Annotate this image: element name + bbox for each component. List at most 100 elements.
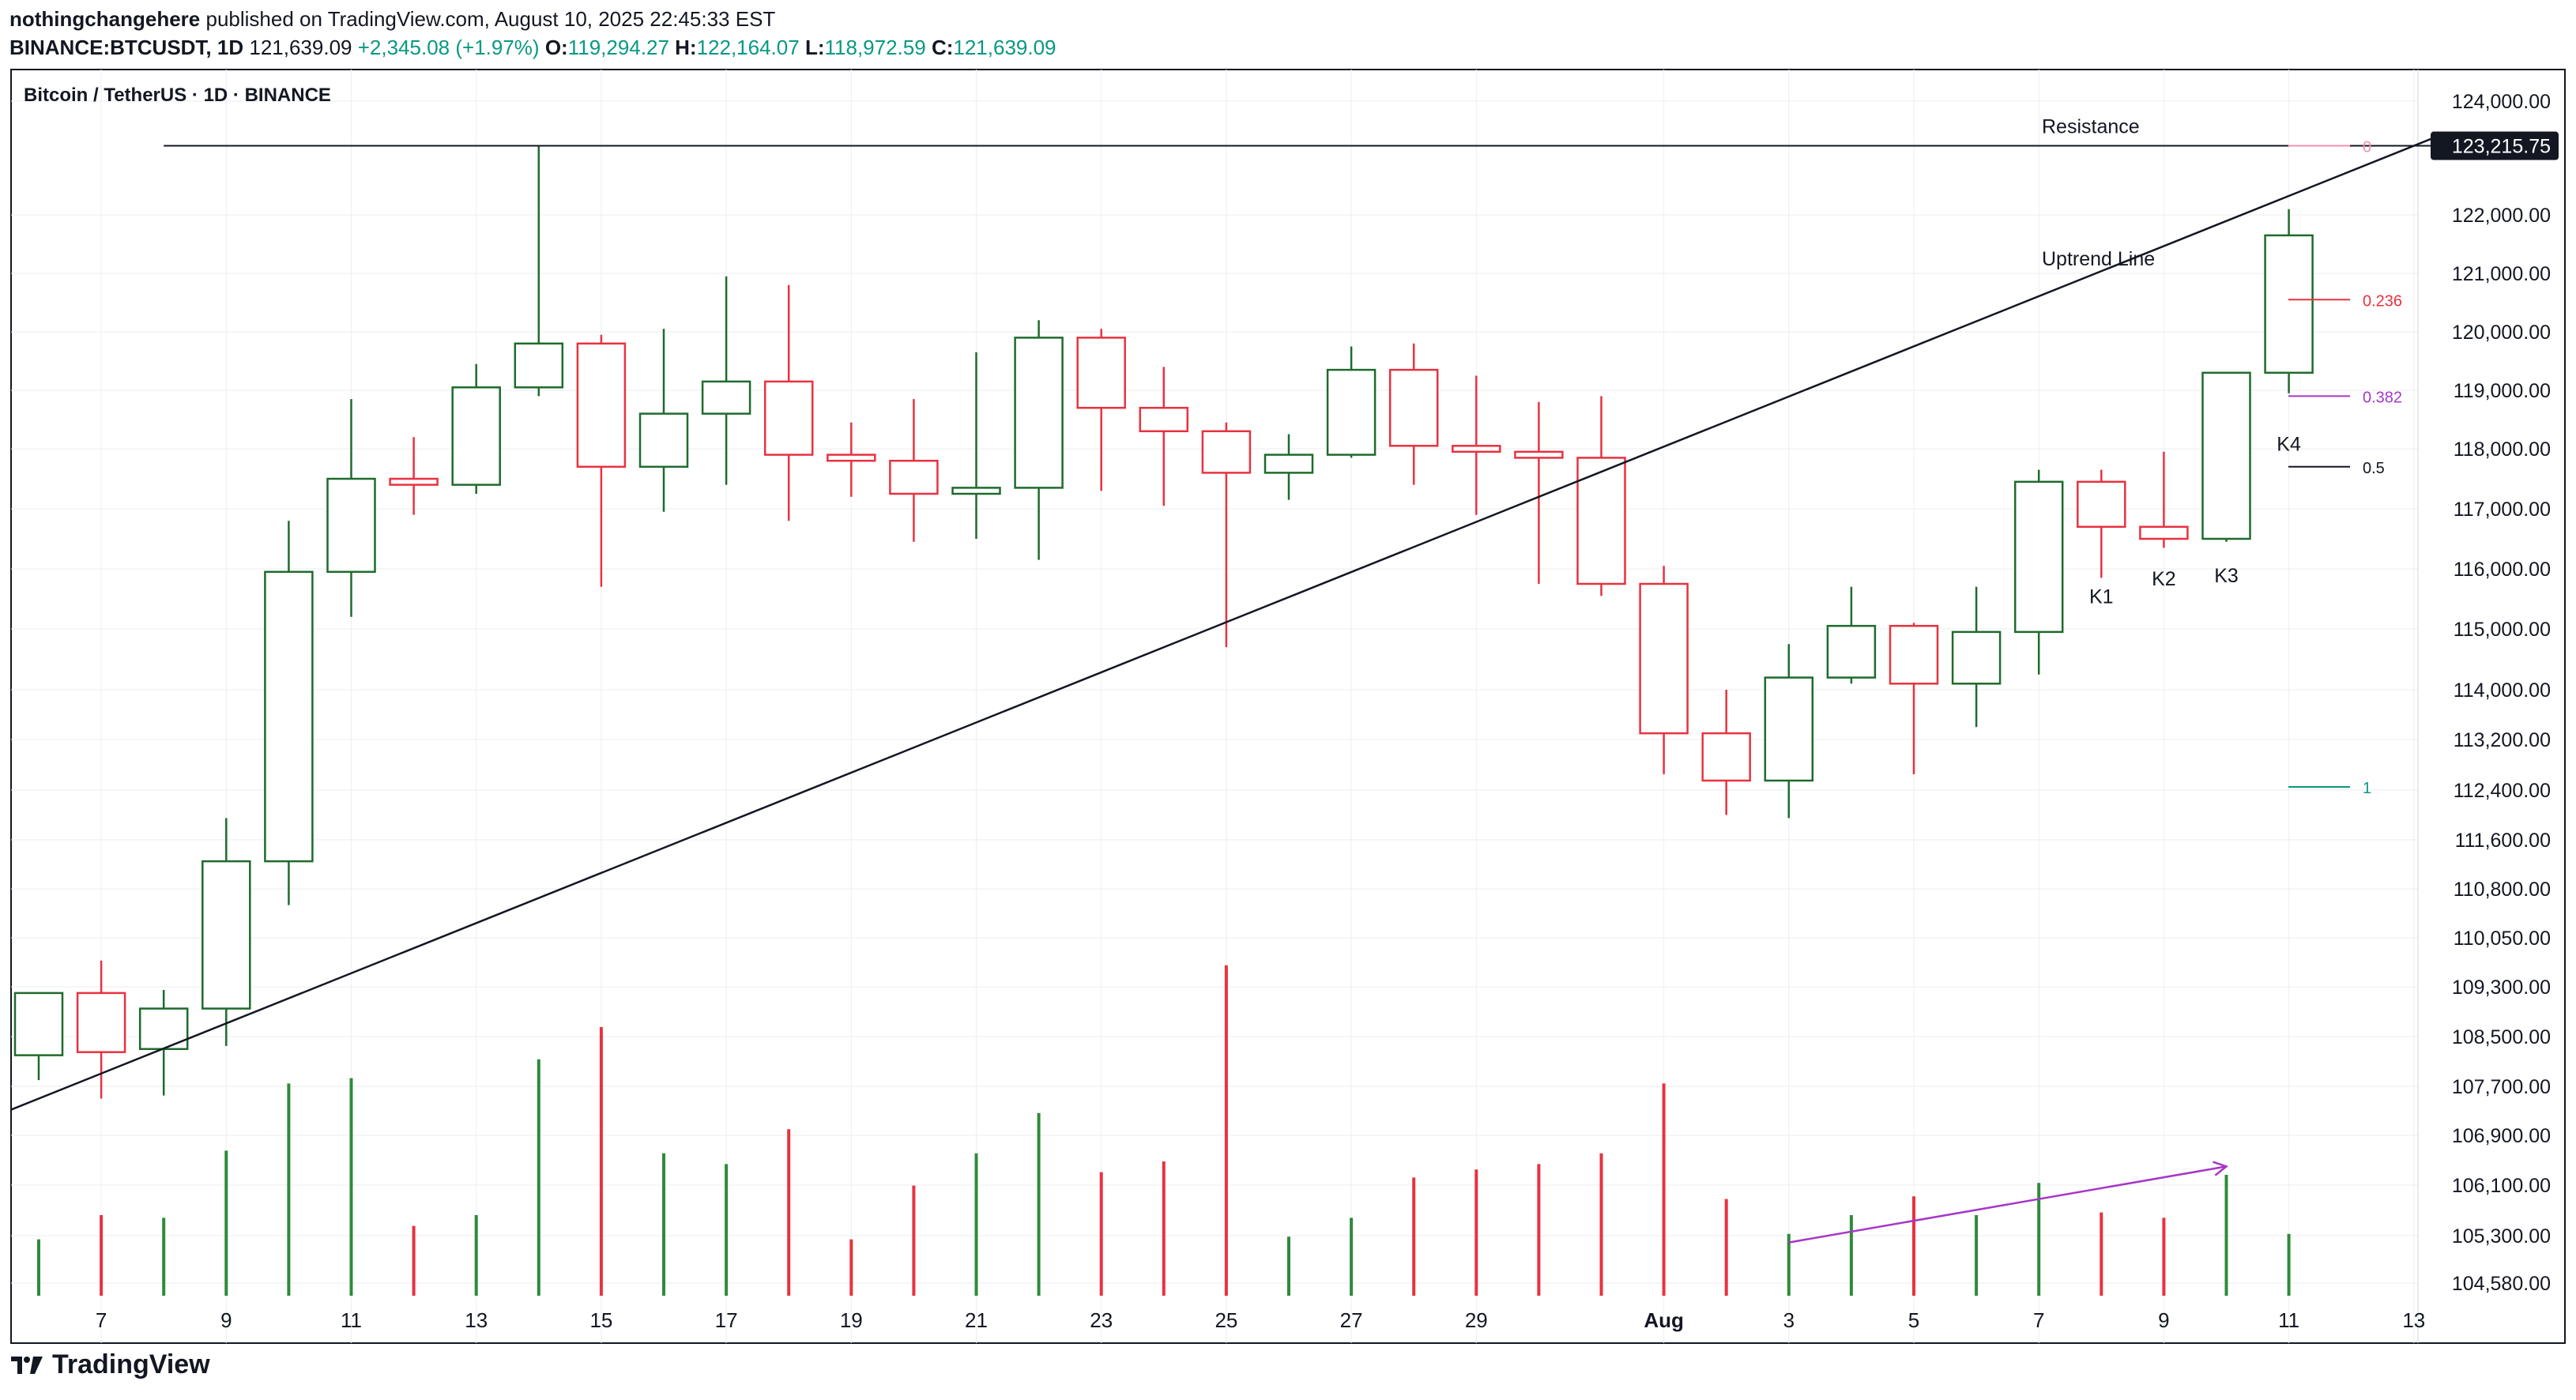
price-tick-label: 104,580.00 bbox=[2452, 1273, 2551, 1295]
price-tick-label: 111,600.00 bbox=[2455, 830, 2551, 852]
uptrend-label: Uptrend Line bbox=[2042, 248, 2155, 270]
fib-level-label: 0.5 bbox=[2363, 460, 2385, 477]
fib-level-label: 0.382 bbox=[2363, 389, 2402, 406]
price-tick-label: 113,200.00 bbox=[2454, 729, 2551, 751]
chart-header: nothingchangehere published on TradingVi… bbox=[9, 5, 2538, 62]
author-name[interactable]: nothingchangehere bbox=[9, 7, 201, 31]
candle-body bbox=[2077, 480, 2126, 529]
candle-body bbox=[1764, 676, 1814, 782]
price-tick-label: 110,800.00 bbox=[2454, 879, 2551, 901]
time-tick-label: 11 bbox=[341, 1308, 362, 1332]
candle-body bbox=[1014, 337, 1064, 489]
candle-body bbox=[951, 487, 1001, 495]
symbol-label: BINANCE:BTCUSDT, 1D bbox=[9, 36, 244, 59]
time-tick-label: 3 bbox=[1783, 1308, 1795, 1332]
time-tick-label: 27 bbox=[1340, 1308, 1363, 1332]
candle-body bbox=[1201, 430, 1252, 474]
chart-frame bbox=[10, 69, 2566, 1344]
candle-body bbox=[201, 860, 251, 1010]
candle-body bbox=[638, 412, 689, 469]
time-tick-label: 19 bbox=[840, 1308, 863, 1332]
price-tick-label: 124,000.00 bbox=[2452, 91, 2551, 113]
time-tick-label: 15 bbox=[589, 1308, 612, 1332]
current-price-label: 123,215.75 bbox=[2452, 136, 2551, 158]
k-label: K2 bbox=[2152, 568, 2176, 590]
candle-body bbox=[1701, 732, 1751, 782]
candle-body bbox=[1264, 453, 1314, 474]
price-tick-label: 122,000.00 bbox=[2452, 205, 2551, 227]
time-axis[interactable]: 7 9 11 13 15 17 19 21 23 25 27 29 Aug 3 5 7 9 11 13 bbox=[96, 1308, 2425, 1332]
candle-body bbox=[389, 477, 439, 486]
price-tick-label: 114,000.00 bbox=[2454, 679, 2551, 702]
candle-body bbox=[1951, 630, 2002, 685]
fib-level-label: 0.236 bbox=[2363, 292, 2402, 310]
fib-level-label: 1 bbox=[2363, 780, 2371, 797]
candle-body bbox=[1326, 368, 1377, 456]
volume-trend-arrow bbox=[1788, 1165, 2227, 1244]
price-tick-label: 119,000.00 bbox=[2454, 380, 2551, 402]
tradingview-logo-icon bbox=[11, 1356, 43, 1374]
candle-body bbox=[1639, 582, 1689, 735]
time-tick-label: 21 bbox=[965, 1308, 988, 1332]
fib-level-label: 0 bbox=[2363, 139, 2371, 156]
time-tick-label: 29 bbox=[1465, 1308, 1488, 1332]
time-tick-label: 9 bbox=[2158, 1308, 2169, 1332]
time-tick-label: 9 bbox=[220, 1308, 232, 1332]
brand-name: TradingView bbox=[52, 1349, 210, 1379]
price-tick-label: 115,000.00 bbox=[2454, 619, 2551, 641]
price-tick-label: 117,000.00 bbox=[2454, 499, 2551, 521]
tradingview-brand[interactable]: TradingView bbox=[9, 1349, 210, 1380]
price-tick-label: 106,900.00 bbox=[2452, 1125, 2551, 1147]
high-value: 122,164.07 bbox=[696, 36, 800, 59]
candle-body bbox=[1576, 457, 1626, 585]
open-value: 119,294.27 bbox=[567, 36, 669, 59]
candle-body bbox=[1076, 337, 1126, 409]
price-tick-label: 106,100.00 bbox=[2452, 1175, 2551, 1197]
candle-body bbox=[451, 386, 501, 486]
publish-line: nothingchangehere published on TradingVi… bbox=[9, 5, 2538, 33]
ohlc-line: BINANCE:BTCUSDT, 1D 121,639.09 +2,345.08… bbox=[9, 33, 2538, 62]
annotations: Resistance Uptrend Line 0 0.236 0.382 0.5 1 K1 K… bbox=[10, 116, 2435, 1244]
candle-body bbox=[889, 459, 939, 495]
price-tick-label: 118,000.00 bbox=[2454, 438, 2551, 461]
time-tick-label: 13 bbox=[2402, 1308, 2425, 1332]
time-tick-label: Aug bbox=[1644, 1308, 1684, 1332]
candle-body bbox=[2201, 371, 2251, 540]
candle-body bbox=[1514, 450, 1564, 459]
resistance-label: Resistance bbox=[2042, 116, 2140, 138]
last-price: 121,639.09 bbox=[249, 36, 352, 59]
time-tick-label: 25 bbox=[1215, 1308, 1237, 1332]
candle-body bbox=[514, 342, 564, 389]
price-tick-label: 112,400.00 bbox=[2454, 780, 2551, 802]
high-label: H: bbox=[675, 36, 697, 59]
candle-body bbox=[827, 453, 876, 462]
open-label: O: bbox=[544, 36, 568, 59]
chart-title: Bitcoin / TetherUS · 1D · BINANCE bbox=[24, 85, 331, 106]
close-value: 121,639.09 bbox=[953, 36, 1056, 59]
price-tick-label: 109,300.00 bbox=[2452, 977, 2551, 999]
candle-body bbox=[76, 992, 126, 1053]
time-tick-label: 5 bbox=[1908, 1308, 1919, 1332]
candle-body bbox=[138, 1007, 189, 1050]
price-tick-label: 108,500.00 bbox=[2452, 1026, 2551, 1048]
candle-body bbox=[326, 477, 376, 574]
price-tick-label: 116,000.00 bbox=[2454, 559, 2551, 581]
price-tick-label: 121,000.00 bbox=[2452, 263, 2551, 285]
candle-body bbox=[2013, 480, 2064, 634]
candle-body bbox=[763, 380, 814, 456]
price-tick-label: 107,700.00 bbox=[2452, 1076, 2551, 1098]
candle-body bbox=[264, 570, 314, 863]
candle-body bbox=[1139, 406, 1189, 433]
volume-trend-arrowhead bbox=[2213, 1161, 2229, 1176]
price-change: +2,345.08 (+1.97%) bbox=[357, 36, 540, 59]
time-tick-label: 11 bbox=[2278, 1308, 2299, 1332]
candle-body bbox=[13, 992, 64, 1056]
k-label: K4 bbox=[2277, 434, 2301, 456]
price-tick-label: 110,050.00 bbox=[2454, 928, 2551, 950]
candle-body bbox=[1889, 624, 1939, 685]
close-label: C: bbox=[931, 36, 954, 59]
price-axis[interactable]: 124,000.00 122,000.00 121,000.00 120,000.00… bbox=[2431, 91, 2559, 1295]
candle-body bbox=[1826, 624, 1877, 679]
candle-body bbox=[701, 380, 751, 415]
